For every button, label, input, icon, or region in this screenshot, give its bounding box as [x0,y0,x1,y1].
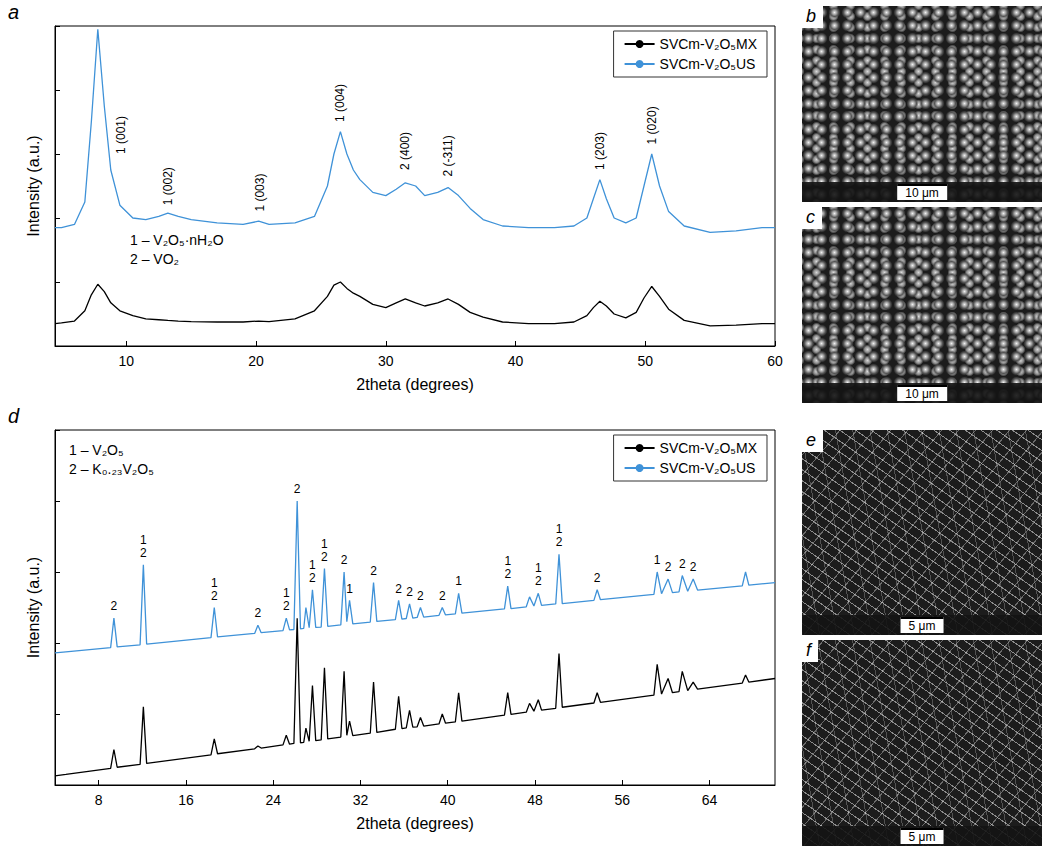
svg-text:1 – V₂O₅·nH₂O: 1 – V₂O₅·nH₂O [130,232,224,248]
svg-text:SVCm-V₂O₅MX: SVCm-V₂O₅MX [660,36,758,52]
svg-text:2theta (degrees): 2theta (degrees) [356,376,473,393]
svg-text:1: 1 [140,533,147,547]
svg-text:2: 2 [211,589,218,603]
svg-text:2: 2 [417,589,424,603]
svg-text:2: 2 [140,546,147,560]
svg-text:2: 2 [439,589,446,603]
svg-text:2: 2 [111,599,118,613]
svg-text:1: 1 [504,554,511,568]
svg-text:Intensity (a.u.): Intensity (a.u.) [25,557,42,658]
svg-text:2: 2 [283,599,290,613]
svg-text:1: 1 [346,582,353,596]
svg-text:2: 2 [370,564,377,578]
svg-text:2: 2 [535,574,542,588]
svg-text:1: 1 [455,574,462,588]
svg-text:2: 2 [294,482,301,496]
svg-text:1 – V₂O₅: 1 – V₂O₅ [69,442,124,458]
svg-text:1: 1 [556,522,563,536]
svg-text:2 (400): 2 (400) [398,132,412,170]
svg-text:30: 30 [378,353,394,369]
svg-text:2theta (degrees): 2theta (degrees) [356,815,473,832]
svg-text:24: 24 [265,792,281,808]
svg-text:Intensity (a.u.): Intensity (a.u.) [25,135,42,236]
svg-text:40: 40 [508,353,524,369]
html-text:f: f [806,640,811,660]
svg-text:56: 56 [614,792,630,808]
svg-text:16: 16 [178,792,194,808]
svg-text:SVCm-V₂O₅US: SVCm-V₂O₅US [660,460,756,476]
svg-text:2 – VO₂: 2 – VO₂ [130,251,179,267]
svg-text:d: d [8,405,20,427]
svg-text:2: 2 [406,585,413,599]
html-text:5 μm: 5 μm [908,830,936,844]
svg-text:2: 2 [504,567,511,581]
html-text:b: b [806,6,816,26]
svg-text:1: 1 [309,558,316,572]
svg-text:1 (002): 1 (002) [161,167,175,205]
svg-text:1: 1 [535,561,542,575]
svg-text:SVCm-V₂O₅US: SVCm-V₂O₅US [660,56,756,72]
svg-text:50: 50 [637,353,653,369]
svg-text:1 (020): 1 (020) [645,106,659,144]
svg-text:48: 48 [527,792,543,808]
svg-text:2 – K₀.₂₃V₂O₅: 2 – K₀.₂₃V₂O₅ [69,461,154,477]
svg-text:2: 2 [556,535,563,549]
html-text:e: e [806,430,816,450]
svg-text:2: 2 [594,571,601,585]
svg-text:10: 10 [119,353,135,369]
svg-text:2: 2 [395,582,402,596]
html-text:10 μm: 10 μm [905,387,939,401]
svg-text:40: 40 [440,792,456,808]
svg-text:1 (003): 1 (003) [253,174,267,212]
svg-text:1: 1 [321,537,328,551]
svg-text:a: a [8,1,19,23]
svg-text:64: 64 [702,792,718,808]
svg-text:60: 60 [767,353,783,369]
svg-text:SVCm-V₂O₅MX: SVCm-V₂O₅MX [660,440,758,456]
svg-text:8: 8 [95,792,103,808]
svg-text:2: 2 [321,550,328,564]
svg-text:1 (203): 1 (203) [593,132,607,170]
svg-text:2: 2 [309,571,316,585]
svg-text:1: 1 [283,586,290,600]
svg-text:20: 20 [248,353,264,369]
svg-text:2: 2 [255,606,262,620]
svg-text:1 (004): 1 (004) [333,84,347,122]
svg-text:2: 2 [341,553,348,567]
svg-text:32: 32 [353,792,369,808]
svg-text:1: 1 [211,576,218,590]
svg-text:2 (-311): 2 (-311) [441,135,455,176]
svg-text:2: 2 [690,560,697,574]
html-text:10 μm: 10 μm [905,186,939,200]
html-text:5 μm: 5 μm [908,619,936,633]
svg-text:2: 2 [665,560,672,574]
svg-text:1: 1 [654,553,661,567]
svg-text:1 (001): 1 (001) [114,116,128,154]
svg-text:2: 2 [679,557,686,571]
html-text:c: c [806,207,815,227]
